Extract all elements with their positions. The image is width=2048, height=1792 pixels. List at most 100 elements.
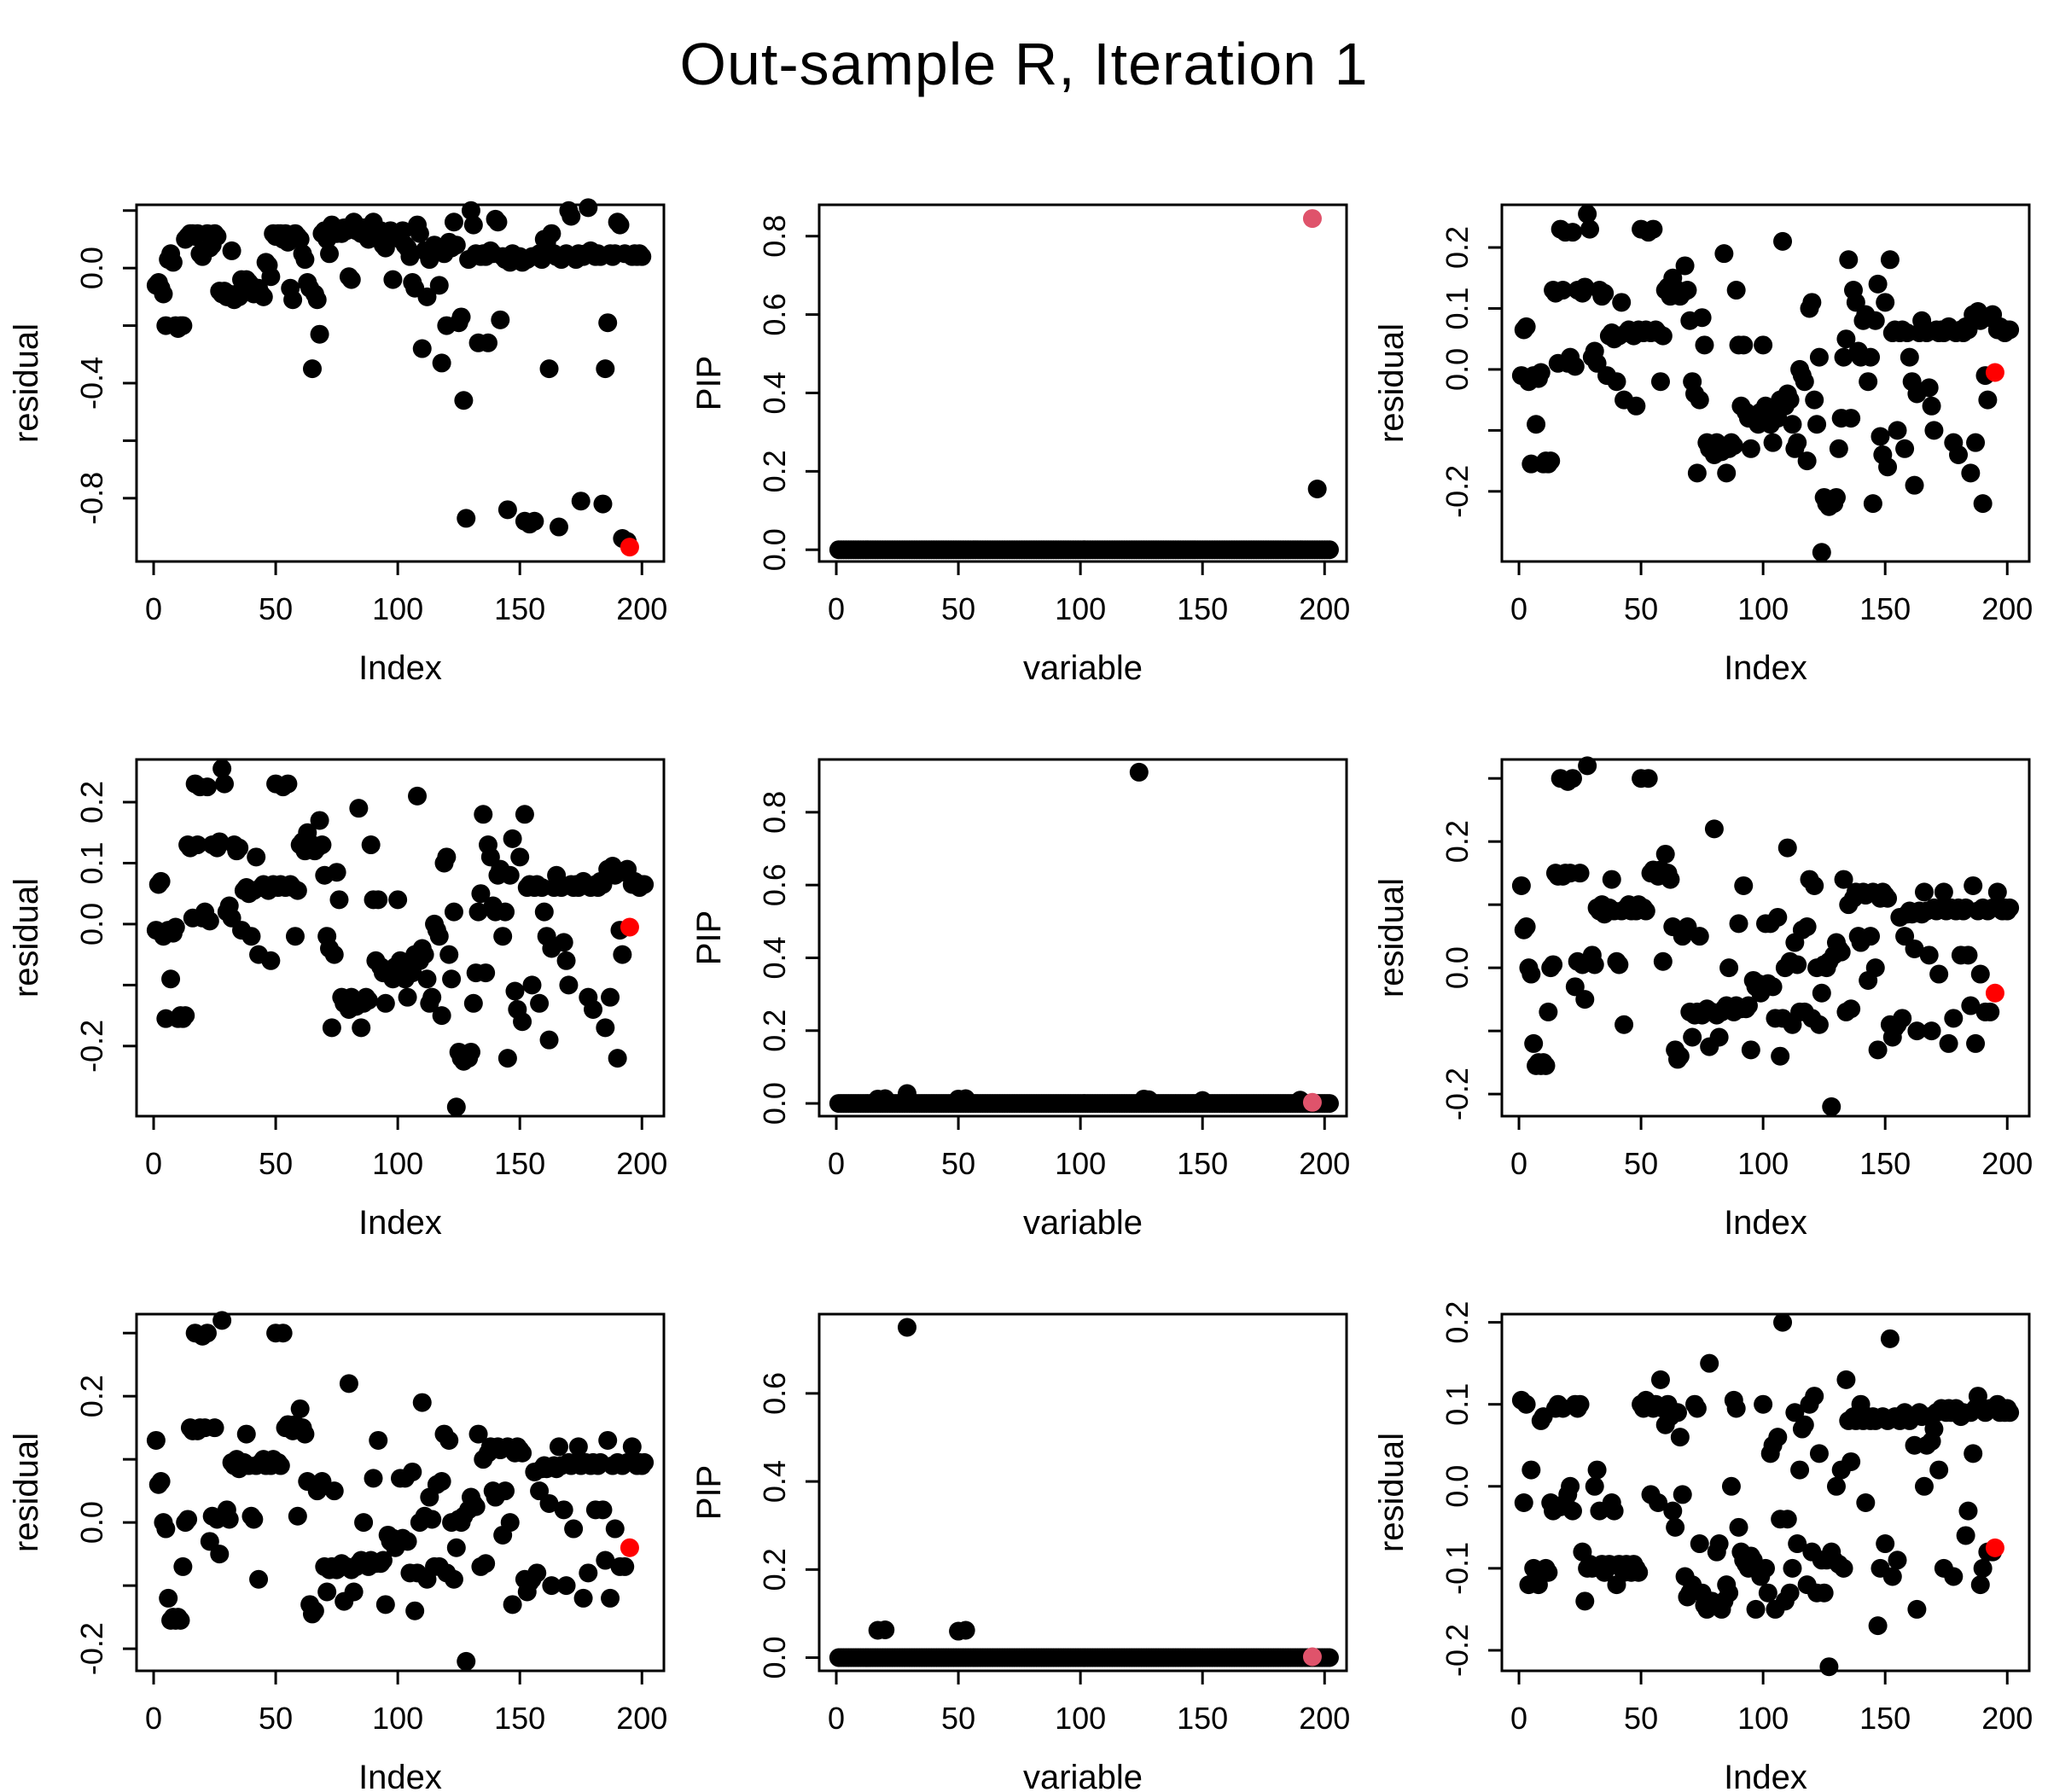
x-axis: 0 50 100 150 200 Index <box>145 1671 667 1792</box>
points-layer <box>146 198 652 551</box>
x-axis: 0 50 100 150 200 Index <box>1510 1671 2033 1792</box>
scatter-plot-r3c3: 0 50 100 150 200 Index 0.2 0.1 0.0 -0.1 -0.2 residu… <box>1365 1237 2048 1792</box>
plot-canvas-r2c3: 0 50 100 150 200 Index 0.2 0.0 -0.2 residual <box>1373 756 2033 1237</box>
y-axis: 0.2 0.0 -0.2 residual <box>8 1331 137 1675</box>
svg-text:0: 0 <box>145 1146 162 1181</box>
y-axis: 0.0 -0.4 -0.8 residual <box>8 209 137 525</box>
svg-text:50: 50 <box>1624 1146 1658 1181</box>
svg-text:0.2: 0.2 <box>757 1548 792 1591</box>
scatter-plot-r2c3: 0 50 100 150 200 Index 0.2 0.0 -0.2 residual <box>1365 683 2048 1237</box>
svg-text:0.2: 0.2 <box>1440 1301 1475 1344</box>
y-axis: 0.2 0.1 0.0 -0.2 residual <box>8 781 137 1073</box>
highlight-point <box>1302 209 1322 229</box>
svg-text:150: 150 <box>1177 1146 1228 1181</box>
y-axis: 0.0 0.2 0.4 0.6 0.8 PIP <box>690 791 819 1125</box>
svg-text:-0.2: -0.2 <box>1440 1068 1475 1120</box>
svg-text:150: 150 <box>494 1701 545 1736</box>
x-axis-label: variable <box>1023 649 1143 683</box>
svg-text:-0.2: -0.2 <box>1440 465 1475 518</box>
y-axis: 0.0 0.2 0.4 0.6 PIP <box>690 1372 819 1679</box>
svg-text:50: 50 <box>941 1701 975 1736</box>
svg-text:150: 150 <box>1859 591 1911 626</box>
svg-text:100: 100 <box>1055 1701 1106 1736</box>
svg-text:0: 0 <box>828 1146 845 1181</box>
x-axis-label: Index <box>1724 1204 1807 1237</box>
points-layer <box>146 1311 655 1671</box>
points-layer <box>829 1318 1339 1667</box>
scatter-plot-r3c2: 0 50 100 150 200 variable 0.0 0.2 0.4 0.6 PIP <box>683 1237 1365 1792</box>
x-axis-label: variable <box>1023 1204 1143 1237</box>
points-layer <box>1511 1312 2020 1677</box>
highlight-point <box>620 538 639 557</box>
x-axis: 0 50 100 150 200 variable <box>828 561 1350 683</box>
highlight-point <box>620 1538 639 1557</box>
svg-text:150: 150 <box>1859 1701 1911 1736</box>
svg-text:200: 200 <box>1299 1146 1350 1181</box>
scatter-plot-r1c1: 0 50 100 150 200 Index 0.0 -0.4 -0.8 residual <box>0 128 683 683</box>
figure-title: Out-sample R, Iteration 1 <box>679 31 1369 97</box>
scatter-plot-r2c1: 0 50 100 150 200 Index 0.2 0.1 0.0 -0.2 residual <box>0 683 683 1237</box>
svg-text:0.4: 0.4 <box>757 1460 792 1503</box>
svg-text:50: 50 <box>1624 1701 1658 1736</box>
x-axis-label: Index <box>1724 1759 1807 1792</box>
x-axis-label: Index <box>1724 649 1807 683</box>
svg-text:0.2: 0.2 <box>1440 226 1475 269</box>
svg-text:100: 100 <box>1737 1146 1789 1181</box>
svg-text:0: 0 <box>1510 1146 1527 1181</box>
svg-text:-0.8: -0.8 <box>74 472 109 525</box>
plot-canvas-r2c1: 0 50 100 150 200 Index 0.2 0.1 0.0 -0.2 residual <box>8 758 667 1237</box>
svg-text:150: 150 <box>494 591 545 626</box>
y-axis-label: residual <box>8 323 45 443</box>
svg-text:200: 200 <box>1981 1146 2033 1181</box>
svg-text:0.0: 0.0 <box>757 1082 792 1125</box>
y-axis-label: PIP <box>690 1465 728 1520</box>
svg-text:200: 200 <box>1299 1701 1350 1736</box>
svg-text:-0.4: -0.4 <box>74 357 109 410</box>
plot-canvas-r1c1: 0 50 100 150 200 Index 0.0 -0.4 -0.8 residual <box>8 198 667 683</box>
svg-text:0: 0 <box>828 591 845 626</box>
scatter-plot-r1c2: 0 50 100 150 200 variable 0.0 0.2 0.4 0.6 0.8 PIP <box>683 128 1365 683</box>
svg-text:0: 0 <box>145 1701 162 1736</box>
svg-text:0.6: 0.6 <box>757 1372 792 1415</box>
svg-text:150: 150 <box>1177 1701 1228 1736</box>
plot-box <box>135 1312 666 1673</box>
plot-box <box>1500 1312 2031 1673</box>
svg-text:50: 50 <box>941 1146 975 1181</box>
plot-box <box>135 758 666 1118</box>
svg-text:0.0: 0.0 <box>757 1636 792 1679</box>
svg-text:100: 100 <box>1055 1146 1106 1181</box>
svg-text:-0.2: -0.2 <box>1440 1624 1475 1677</box>
svg-text:0.8: 0.8 <box>757 791 792 834</box>
highlight-point <box>1302 1092 1322 1112</box>
x-axis: 0 50 100 150 200 Index <box>145 1116 667 1237</box>
svg-text:0.0: 0.0 <box>1440 1465 1475 1508</box>
svg-text:100: 100 <box>1055 591 1106 626</box>
svg-text:0.1: 0.1 <box>1440 1383 1475 1426</box>
y-axis-label: residual <box>1373 878 1411 998</box>
svg-text:0.0: 0.0 <box>1440 348 1475 391</box>
plot-canvas-r1c2: 0 50 100 150 200 variable 0.0 0.2 0.4 0.6 0.8 PIP <box>690 203 1350 683</box>
svg-text:0.4: 0.4 <box>757 936 792 979</box>
svg-text:0.4: 0.4 <box>757 371 792 414</box>
svg-text:0.8: 0.8 <box>757 215 792 258</box>
svg-text:200: 200 <box>1981 1701 2033 1736</box>
plot-box <box>817 758 1348 1118</box>
x-axis-label: Index <box>358 649 442 683</box>
svg-text:200: 200 <box>616 1701 667 1736</box>
svg-text:150: 150 <box>1177 591 1228 626</box>
svg-text:150: 150 <box>1859 1146 1911 1181</box>
x-axis-label: Index <box>358 1204 442 1237</box>
svg-text:150: 150 <box>494 1146 545 1181</box>
x-axis-label: variable <box>1023 1759 1143 1792</box>
svg-text:0.0: 0.0 <box>74 247 109 289</box>
plot-grid: 0 50 100 150 200 Index 0.0 -0.4 -0.8 residual 0 50 1… <box>0 128 2048 1792</box>
svg-text:200: 200 <box>616 591 667 626</box>
svg-text:0.0: 0.0 <box>74 1501 109 1544</box>
svg-text:0.6: 0.6 <box>757 294 792 336</box>
svg-text:0.2: 0.2 <box>1440 820 1475 863</box>
scatter-plot-r1c3: 0 50 100 150 200 Index 0.2 0.1 0.0 -0.2 residual <box>1365 128 2048 683</box>
svg-text:50: 50 <box>259 591 293 626</box>
plot-box <box>1500 203 2031 563</box>
svg-text:200: 200 <box>1299 591 1350 626</box>
